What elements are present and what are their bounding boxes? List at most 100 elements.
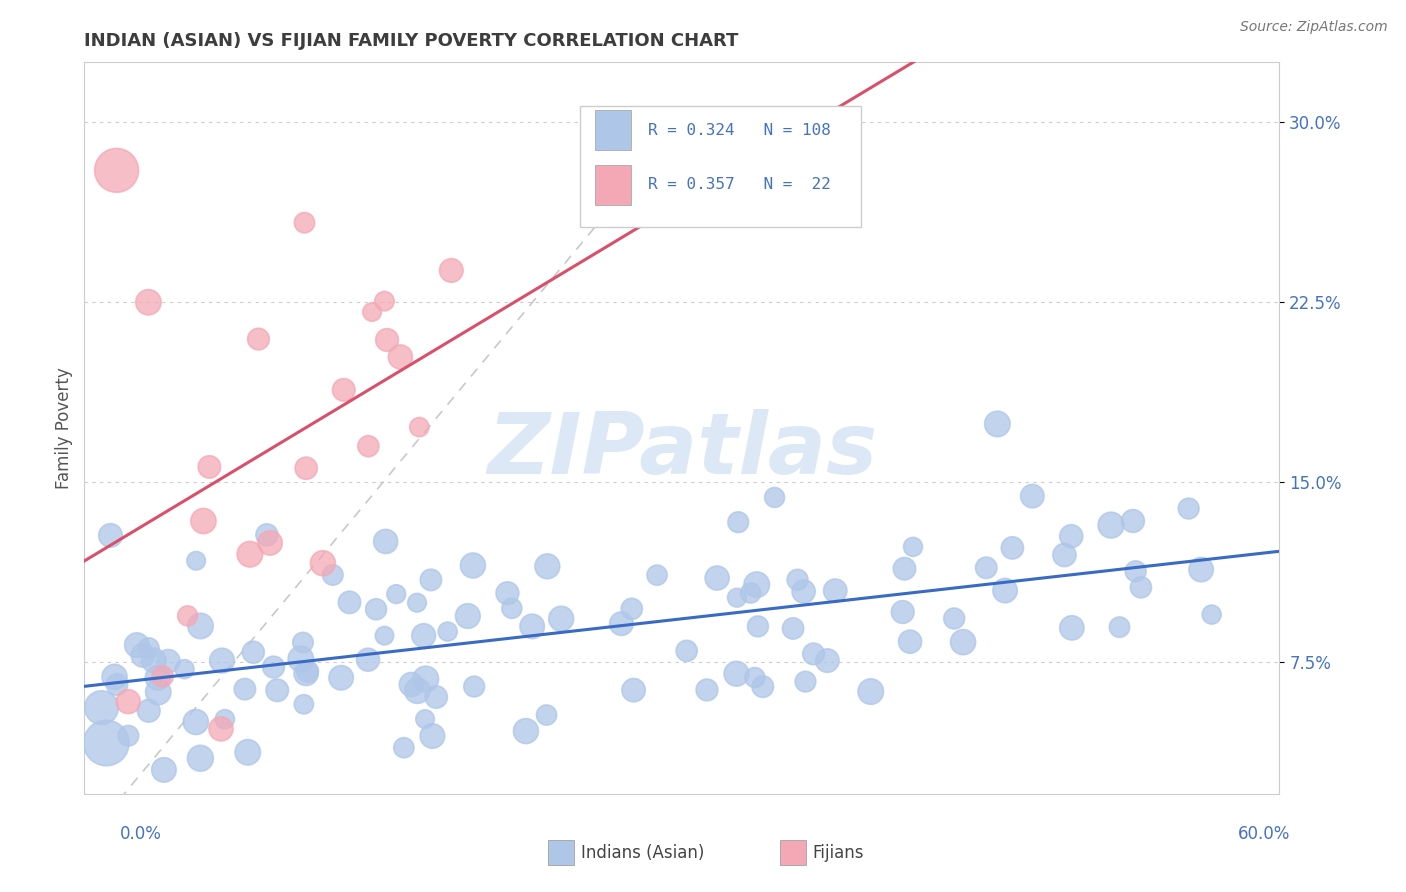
Point (901, 540, 924, 554)
Point (696, 682, 718, 697)
Point (138, 295, 160, 310)
Point (211, 654, 233, 668)
Point (297, 665, 319, 679)
Point (610, 616, 633, 631)
Text: R = 0.324   N = 108: R = 0.324 N = 108 (648, 122, 831, 137)
Point (263, 660, 285, 674)
Point (745, 577, 768, 591)
Point (419, 573, 441, 587)
Point (1021, 489, 1043, 503)
Point (290, 652, 312, 666)
Point (1122, 514, 1144, 528)
Point (153, 763, 176, 777)
Point (675, 644, 697, 658)
Text: 0.0%: 0.0% (120, 825, 162, 843)
Point (457, 609, 479, 624)
Text: ZIPatlas: ZIPatlas (486, 409, 877, 491)
Point (214, 712, 236, 726)
Point (295, 461, 318, 475)
Point (90, 700, 112, 714)
Bar (595, 110, 630, 150)
Point (974, 561, 997, 575)
Point (786, 573, 808, 587)
Point (138, 641, 160, 656)
Point (943, 611, 966, 625)
Point (1108, 620, 1130, 634)
Point (413, 712, 436, 726)
FancyBboxPatch shape (581, 106, 862, 227)
Point (176, 608, 198, 623)
Text: Fijians: Fijians (813, 844, 865, 862)
Point (292, 635, 315, 649)
Bar (595, 165, 630, 205)
Text: R = 0.357   N =  22: R = 0.357 N = 22 (648, 178, 831, 193)
Point (408, 420, 430, 434)
Point (138, 704, 160, 718)
Point (148, 685, 170, 699)
Text: Source: ZipAtlas.com: Source: ZipAtlas.com (1240, 20, 1388, 34)
Y-axis label: Family Poverty: Family Poverty (55, 368, 73, 489)
Point (496, 586, 519, 600)
Point (727, 515, 749, 529)
Point (986, 417, 1008, 431)
Point (406, 596, 429, 610)
Point (425, 690, 447, 704)
Point (152, 669, 174, 683)
Point (242, 645, 264, 659)
Point (1201, 607, 1223, 622)
Point (373, 629, 395, 643)
Point (1099, 518, 1122, 533)
Point (186, 554, 208, 568)
Point (146, 671, 169, 685)
Point (209, 722, 232, 736)
Point (782, 622, 804, 636)
Point (898, 634, 921, 648)
Point (259, 536, 281, 550)
Point (96, 736, 118, 750)
Point (389, 350, 412, 364)
Point (824, 583, 846, 598)
Point (125, 638, 148, 652)
Point (1001, 541, 1024, 555)
Point (322, 568, 344, 582)
Point (157, 654, 180, 668)
Point (193, 514, 215, 528)
Point (256, 528, 278, 542)
Point (501, 601, 523, 615)
Point (1060, 621, 1083, 635)
Point (233, 682, 256, 697)
Point (392, 740, 415, 755)
Point (373, 294, 395, 309)
Point (292, 698, 315, 712)
Point (536, 559, 558, 574)
Point (105, 677, 128, 691)
Point (645, 568, 668, 582)
Point (100, 528, 122, 542)
Point (266, 683, 288, 698)
Point (794, 674, 817, 689)
Point (725, 591, 748, 605)
Point (1129, 580, 1152, 594)
Point (859, 684, 882, 698)
Point (415, 672, 437, 686)
Point (1053, 548, 1076, 562)
Point (515, 724, 537, 739)
Point (357, 439, 380, 453)
Point (247, 332, 270, 346)
Point (623, 683, 645, 698)
Point (891, 605, 914, 619)
Point (463, 680, 485, 694)
Point (190, 619, 212, 633)
Point (239, 547, 262, 561)
Point (361, 305, 384, 319)
Point (803, 647, 825, 661)
Point (740, 586, 762, 600)
Point (763, 491, 786, 505)
Point (330, 671, 353, 685)
Point (422, 729, 444, 743)
Point (295, 666, 318, 681)
Point (374, 534, 396, 549)
Point (1189, 563, 1212, 577)
Point (952, 635, 974, 649)
Point (198, 459, 221, 474)
